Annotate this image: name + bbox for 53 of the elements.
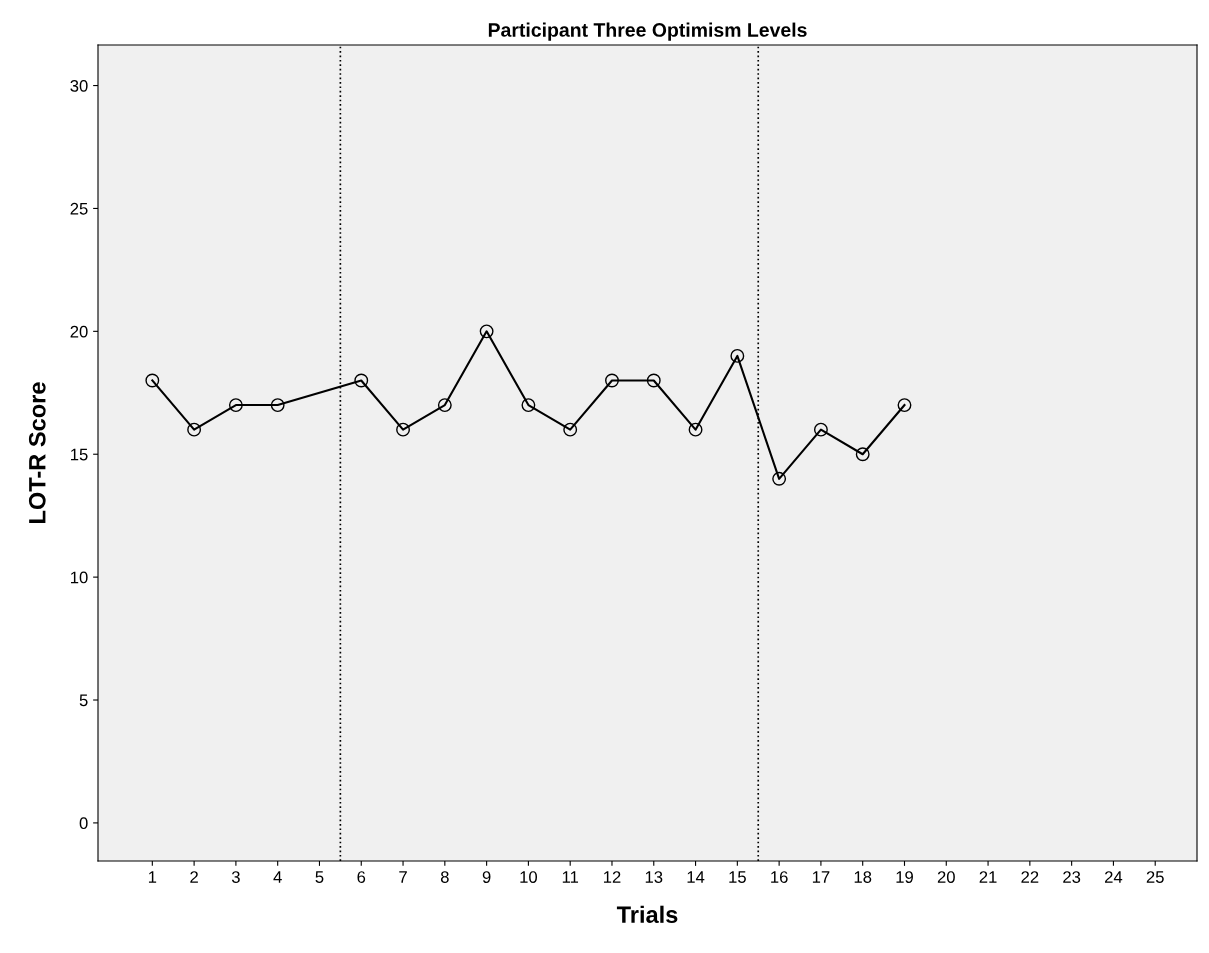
x-tick-label: 7 — [399, 871, 407, 883]
y-tick-label: 0 — [79, 817, 88, 830]
x-axis-title: Trials — [616, 905, 678, 924]
y-tick-label: 10 — [71, 571, 88, 584]
x-tick-label: 22 — [1021, 871, 1039, 883]
x-tick-label: 18 — [854, 871, 872, 883]
y-axis-title: LOT-R Score — [28, 382, 46, 523]
x-tick-label: 11 — [562, 871, 579, 883]
point — [855, 447, 870, 462]
point — [228, 398, 243, 413]
x-tick-label: 23 — [1063, 871, 1081, 883]
point — [688, 422, 703, 437]
point — [479, 324, 494, 339]
x-tick-label: 21 — [979, 871, 997, 883]
x-tick-label: 12 — [603, 871, 621, 883]
y-tick-label: 15 — [71, 448, 88, 461]
point — [646, 373, 661, 388]
point — [897, 398, 912, 413]
x-tick-label: 25 — [1146, 871, 1164, 883]
point — [772, 471, 787, 486]
y-tick-label: 5 — [79, 694, 88, 707]
point — [813, 422, 828, 437]
point — [605, 373, 619, 388]
x-tick-label: 10 — [520, 871, 538, 883]
x-tick-label: 8 — [440, 871, 449, 883]
x-tick-label: 20 — [937, 871, 955, 883]
point — [521, 398, 536, 413]
y-tick-label: 30 — [70, 79, 88, 92]
x-tick-label: 17 — [812, 871, 830, 883]
point — [270, 398, 285, 413]
point — [730, 348, 745, 363]
point — [145, 373, 160, 388]
x-tick-label: 9 — [482, 871, 491, 883]
x-tick-label: 6 — [357, 871, 366, 883]
x-tick-label: 2 — [190, 871, 198, 883]
point — [187, 422, 202, 437]
point — [437, 398, 452, 413]
x-tick-label: 4 — [273, 871, 282, 883]
y-tick-label: 25 — [70, 202, 88, 215]
point — [396, 422, 410, 437]
point — [354, 373, 369, 388]
x-tick-label: 3 — [231, 871, 240, 883]
x-tick-label: 1 — [148, 871, 157, 883]
x-tick-label: 19 — [896, 871, 913, 883]
point — [563, 422, 578, 437]
x-tick-label: 16 — [771, 871, 788, 883]
x-tick-label: 5 — [315, 871, 324, 883]
x-tick-label: 14 — [687, 871, 705, 883]
x-tick-label: 24 — [1105, 871, 1123, 883]
x-tick-label: 13 — [645, 871, 663, 883]
chart-title: Participant Three Optimism Levels — [488, 22, 807, 41]
x-tick-label: 15 — [729, 871, 746, 883]
y-tick-label: 20 — [70, 325, 88, 338]
